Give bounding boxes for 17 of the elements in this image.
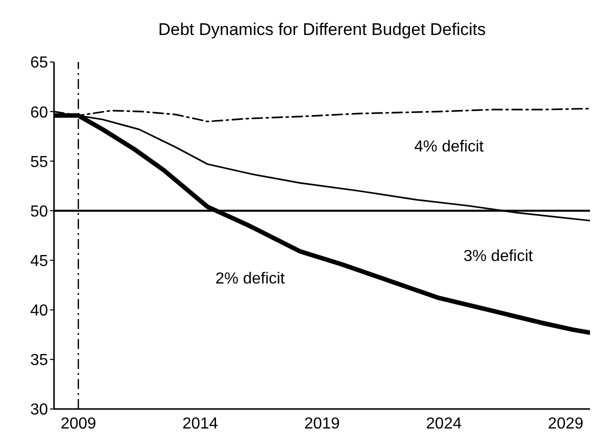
y-tick-label: 60: [30, 104, 48, 122]
x-tick-label: 2019: [304, 415, 340, 432]
y-tick-label: 40: [30, 302, 48, 320]
y-tick-label: 65: [30, 54, 48, 72]
y-tick-label: 35: [30, 352, 48, 370]
series-label: 2% deficit: [215, 270, 286, 288]
y-tick-label: 45: [30, 252, 48, 270]
x-tick-label: 2024: [426, 415, 462, 432]
series-label: 4% deficit: [414, 138, 484, 156]
x-tick-label: 2029: [548, 415, 584, 432]
x-tick-label: 2009: [60, 415, 96, 432]
chart-title: Debt Dynamics for Different Budget Deficits: [157, 20, 487, 40]
y-tick-label: 50: [30, 203, 48, 220]
y-tick-label: 55: [30, 154, 48, 171]
text: 3% deficit: [463, 248, 534, 265]
y-tick-label: 30: [30, 402, 48, 419]
x-tick-label: 2014: [182, 415, 218, 432]
